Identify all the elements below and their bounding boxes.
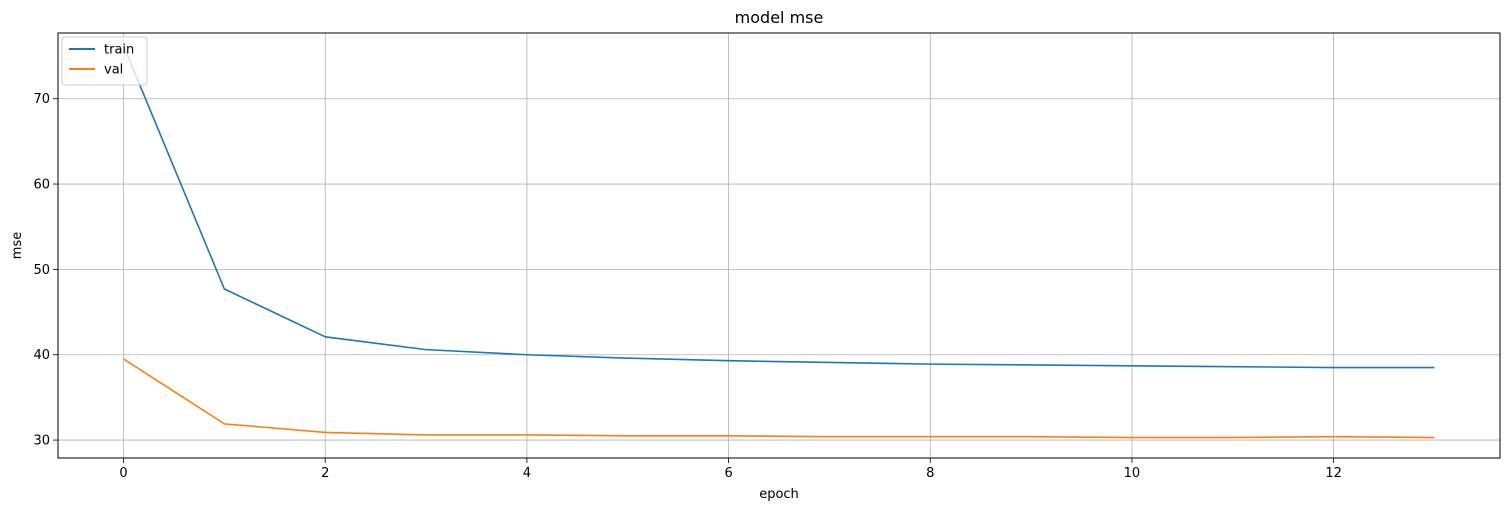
legend-label-train: train xyxy=(104,43,134,58)
series-line-val xyxy=(123,358,1435,439)
plot-frame xyxy=(57,32,1501,459)
x-tick-label: 8 xyxy=(926,466,934,481)
y-tick-label: 50 xyxy=(33,263,50,278)
series-line-train xyxy=(122,45,1435,369)
x-axis-ticks: 0 2 4 6 8 10 12 xyxy=(119,458,1342,481)
x-tick-label: 0 xyxy=(119,466,127,481)
grid-lines xyxy=(58,33,1500,458)
y-tick-label: 30 xyxy=(33,434,50,449)
legend-label-val: val xyxy=(104,63,123,78)
x-tick-label: 12 xyxy=(1325,466,1342,481)
y-tick-label: 60 xyxy=(33,178,50,193)
y-tick-label: 40 xyxy=(33,348,50,363)
x-tick-label: 4 xyxy=(523,466,531,481)
x-tick-label: 10 xyxy=(1124,466,1141,481)
x-axis-label: epoch xyxy=(759,487,799,502)
series-lines xyxy=(122,45,1435,439)
x-tick-label: 6 xyxy=(724,466,732,481)
x-tick-label: 2 xyxy=(321,466,329,481)
y-tick-label: 70 xyxy=(33,92,50,107)
y-axis-ticks: 30 40 50 60 70 xyxy=(33,92,58,449)
chart-title: model mse xyxy=(735,8,824,27)
legend: train val xyxy=(61,36,148,86)
y-axis-label: mse xyxy=(10,232,25,259)
